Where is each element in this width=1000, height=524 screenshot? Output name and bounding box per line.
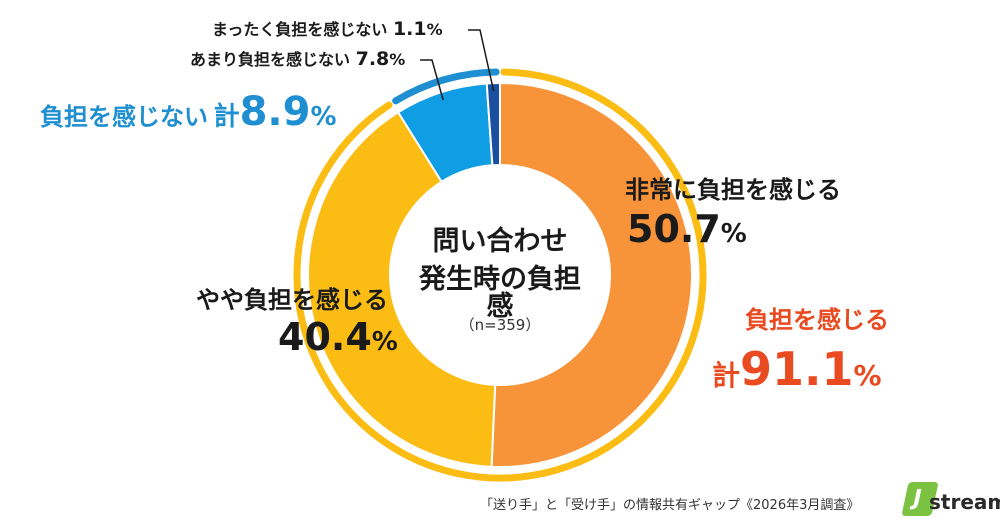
center-title-line2: 発生時の負担感: [419, 264, 581, 322]
slice-label-not-much-burdened: あまり負担を感じない 7.8%: [190, 48, 406, 70]
slice-label-somewhat-burdened: やや負担を感じる: [196, 286, 388, 314]
logo-text: stream: [929, 490, 1000, 514]
slice-1: [307, 110, 497, 468]
slice-label-very-burdened: 非常に負担を感じる: [625, 176, 841, 204]
group-label-not-burdened: 負担を感じない 計8.9%: [40, 89, 337, 135]
group-label-burdened: 負担を感じる: [745, 306, 889, 334]
leader-line-not-at-all: [468, 29, 495, 92]
sample-size: （n=359）: [459, 316, 541, 334]
jstream-logo: J stream: [901, 482, 1000, 518]
group-ring-1: [392, 68, 500, 105]
center-title-line1: 問い合わせ: [432, 226, 568, 257]
leader-line-not-much: [420, 59, 444, 101]
group-ring-0: [293, 68, 707, 482]
slice-label-not-at-all-burdened: まったく負担を感じない 1.1%: [212, 18, 443, 40]
source-footer: 「送り手」と「受け手」の情報共有ギャップ《2026年3月調査》: [480, 498, 860, 513]
slice-0: [490, 81, 694, 468]
slice-value-very-burdened: 50.7%: [627, 207, 747, 251]
slice-value-somewhat-burdened: 40.4%: [278, 315, 398, 359]
group-value-burdened: 計91.1%: [712, 342, 882, 396]
